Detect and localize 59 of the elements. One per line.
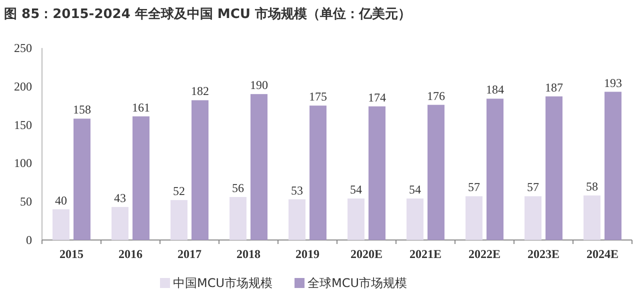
- bar: [250, 94, 268, 240]
- y-tick-label: 200: [14, 79, 32, 94]
- data-label: 190: [250, 78, 268, 92]
- data-label: 56: [232, 180, 244, 195]
- data-label: 175: [309, 90, 327, 104]
- data-label: 158: [73, 102, 91, 117]
- x-tick-label: 2020E: [350, 247, 383, 261]
- data-label: 57: [527, 180, 539, 194]
- data-label: 54: [350, 182, 362, 197]
- bar: [348, 198, 364, 240]
- bar: [524, 196, 542, 240]
- bar: [52, 209, 70, 240]
- data-label: 161: [132, 100, 150, 114]
- bar: [368, 106, 386, 240]
- x-tick-label: 2016: [118, 247, 142, 261]
- x-tick-label: 2024E: [586, 247, 619, 261]
- data-label: 54: [409, 182, 421, 197]
- bar: [584, 195, 600, 240]
- bar: [288, 199, 306, 240]
- bar: [132, 116, 150, 240]
- x-tick-label: 2018: [236, 247, 260, 261]
- legend-label: 中国MCU市场规模: [173, 276, 273, 290]
- x-tick-label: 2021E: [409, 247, 442, 261]
- bar: [74, 118, 90, 240]
- bar: [546, 96, 562, 240]
- y-tick-label: 50: [20, 194, 32, 209]
- data-label: 57: [468, 180, 480, 194]
- data-label: 52: [173, 184, 185, 198]
- y-tick-label: 0: [26, 233, 32, 247]
- bar: [310, 106, 326, 240]
- data-label: 193: [604, 76, 622, 90]
- y-tick-label: 250: [14, 41, 32, 55]
- bar: [604, 92, 622, 240]
- bar: [112, 206, 128, 240]
- data-label: 53: [291, 183, 303, 198]
- data-label: 182: [191, 84, 209, 98]
- bar: [428, 104, 444, 240]
- bar: [192, 100, 208, 240]
- x-tick-label: 2015: [60, 247, 84, 261]
- data-label: 40: [55, 193, 67, 208]
- bar: [230, 196, 246, 240]
- data-label: 58: [586, 179, 598, 194]
- x-tick-label: 2019: [296, 247, 320, 261]
- bar: [406, 198, 424, 240]
- bar: [170, 200, 188, 240]
- chart-title: 图 85：2015-2024 年全球及中国 MCU 市场规模（单位：亿美元）: [4, 6, 411, 22]
- y-tick-label: 100: [14, 156, 32, 170]
- x-tick-label: 2023E: [527, 247, 560, 261]
- bar: [486, 98, 504, 240]
- x-tick-label: 2017: [178, 247, 202, 261]
- bar: [466, 196, 482, 240]
- y-tick-label: 150: [14, 118, 32, 132]
- data-label: 184: [486, 82, 504, 97]
- x-tick-label: 2022E: [468, 247, 501, 261]
- data-label: 187: [545, 80, 563, 94]
- legend-label: 全球MCU市场规模: [308, 276, 408, 290]
- data-label: 43: [114, 190, 126, 205]
- data-label: 174: [368, 90, 386, 104]
- data-label: 176: [427, 88, 445, 103]
